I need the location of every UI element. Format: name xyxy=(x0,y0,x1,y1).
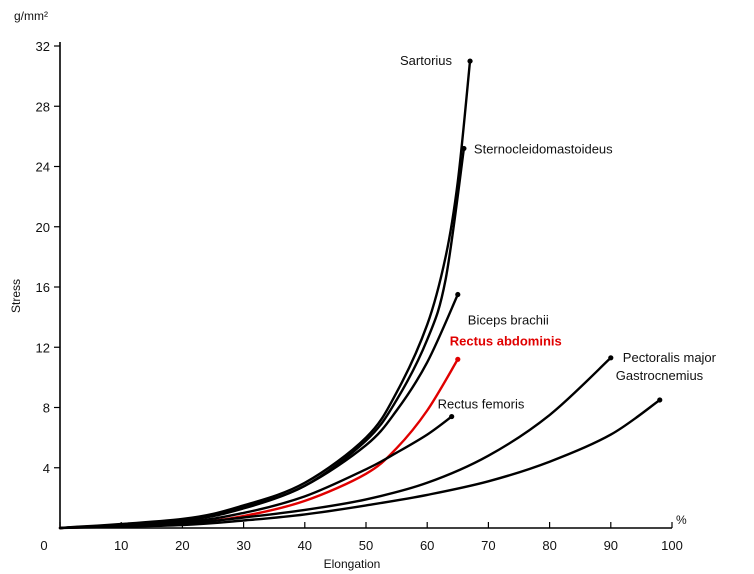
y-tick-label: 32 xyxy=(36,39,50,54)
y-tick-label: 12 xyxy=(36,340,50,355)
series-label-sartorius: Sartorius xyxy=(400,53,453,68)
series-label-biceps-brachii: Biceps brachii xyxy=(468,313,549,328)
x-tick-label: 60 xyxy=(420,538,434,553)
series-line-sternocleidomastoideus xyxy=(58,147,466,530)
y-tick-label: 16 xyxy=(36,280,50,295)
x-axis-unit: % xyxy=(676,513,687,527)
x-tick-label: 40 xyxy=(298,538,312,553)
axes xyxy=(59,42,672,529)
y-tick-label: 20 xyxy=(36,220,50,235)
y-tick-label: 4 xyxy=(43,461,50,476)
series-labels: Sartorius Sternocleidomastoideus Biceps br… xyxy=(400,53,717,411)
y-tick-label: 24 xyxy=(36,160,50,175)
series-line-gastrocnemius xyxy=(58,398,661,530)
x-tick-label: 80 xyxy=(542,538,556,553)
series-endpoint-biceps-brachii xyxy=(455,291,461,298)
x-axis-title: Elongation xyxy=(324,557,381,571)
series-label-gastrocnemius: Gastrocnemius xyxy=(616,368,704,383)
x-tick-label: 100 xyxy=(661,538,683,553)
x-tick-label: 90 xyxy=(604,538,618,553)
series-line-sartorius xyxy=(58,59,472,530)
series-line-biceps-brachii xyxy=(58,293,459,530)
x-tick-label: 20 xyxy=(175,538,189,553)
series-endpoint-gastrocnemius xyxy=(657,397,663,403)
x-tick-label: 0 xyxy=(40,538,47,553)
series-endpoint-pectoralis-major xyxy=(608,355,614,361)
series-label-rectus-abdominis: Rectus abdominis xyxy=(450,333,562,348)
x-tick-label: 30 xyxy=(236,538,250,553)
y-tick-label: 28 xyxy=(36,99,50,114)
y-tick-label: 8 xyxy=(43,401,50,416)
series-line-rectus-femoris xyxy=(58,415,453,530)
series-endpoint-sartorius xyxy=(467,58,473,64)
series-label-sternocleidomastoideus: Sternocleidomastoideus xyxy=(474,141,613,156)
series-endpoint-sternocleidomastoideus xyxy=(461,145,467,152)
y-axis-unit: g/mm² xyxy=(14,9,48,23)
series-lines xyxy=(58,58,663,530)
x-tick-label: 70 xyxy=(481,538,495,553)
series-endpoint-rectus-abdominis xyxy=(455,356,461,362)
x-tick-label: 50 xyxy=(359,538,373,553)
x-tick-label: 10 xyxy=(114,538,128,553)
y-axis-title: Stress xyxy=(9,279,23,313)
series-label-pectoralis-major: Pectoralis major xyxy=(623,350,717,365)
series-endpoint-rectus-femoris xyxy=(449,413,455,420)
ticks: 4 8 12 16 20 24 28 32 0 10 20 30 40 50 60 70 80 90 100 xyxy=(36,39,683,553)
series-line-pectoralis-major xyxy=(58,356,612,530)
series-label-rectus-femoris: Rectus femoris xyxy=(438,397,525,412)
